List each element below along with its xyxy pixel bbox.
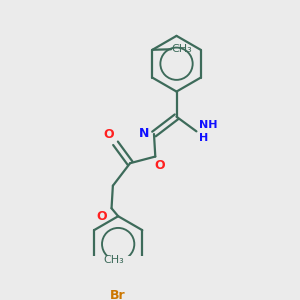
Text: CH₃: CH₃: [103, 255, 124, 265]
Text: O: O: [96, 210, 107, 223]
Text: CH₃: CH₃: [172, 44, 193, 54]
Text: H: H: [199, 133, 208, 143]
Text: O: O: [103, 128, 114, 141]
Text: N: N: [140, 127, 150, 140]
Text: O: O: [154, 159, 165, 172]
Text: NH: NH: [199, 120, 217, 130]
Text: Br: Br: [110, 289, 126, 300]
